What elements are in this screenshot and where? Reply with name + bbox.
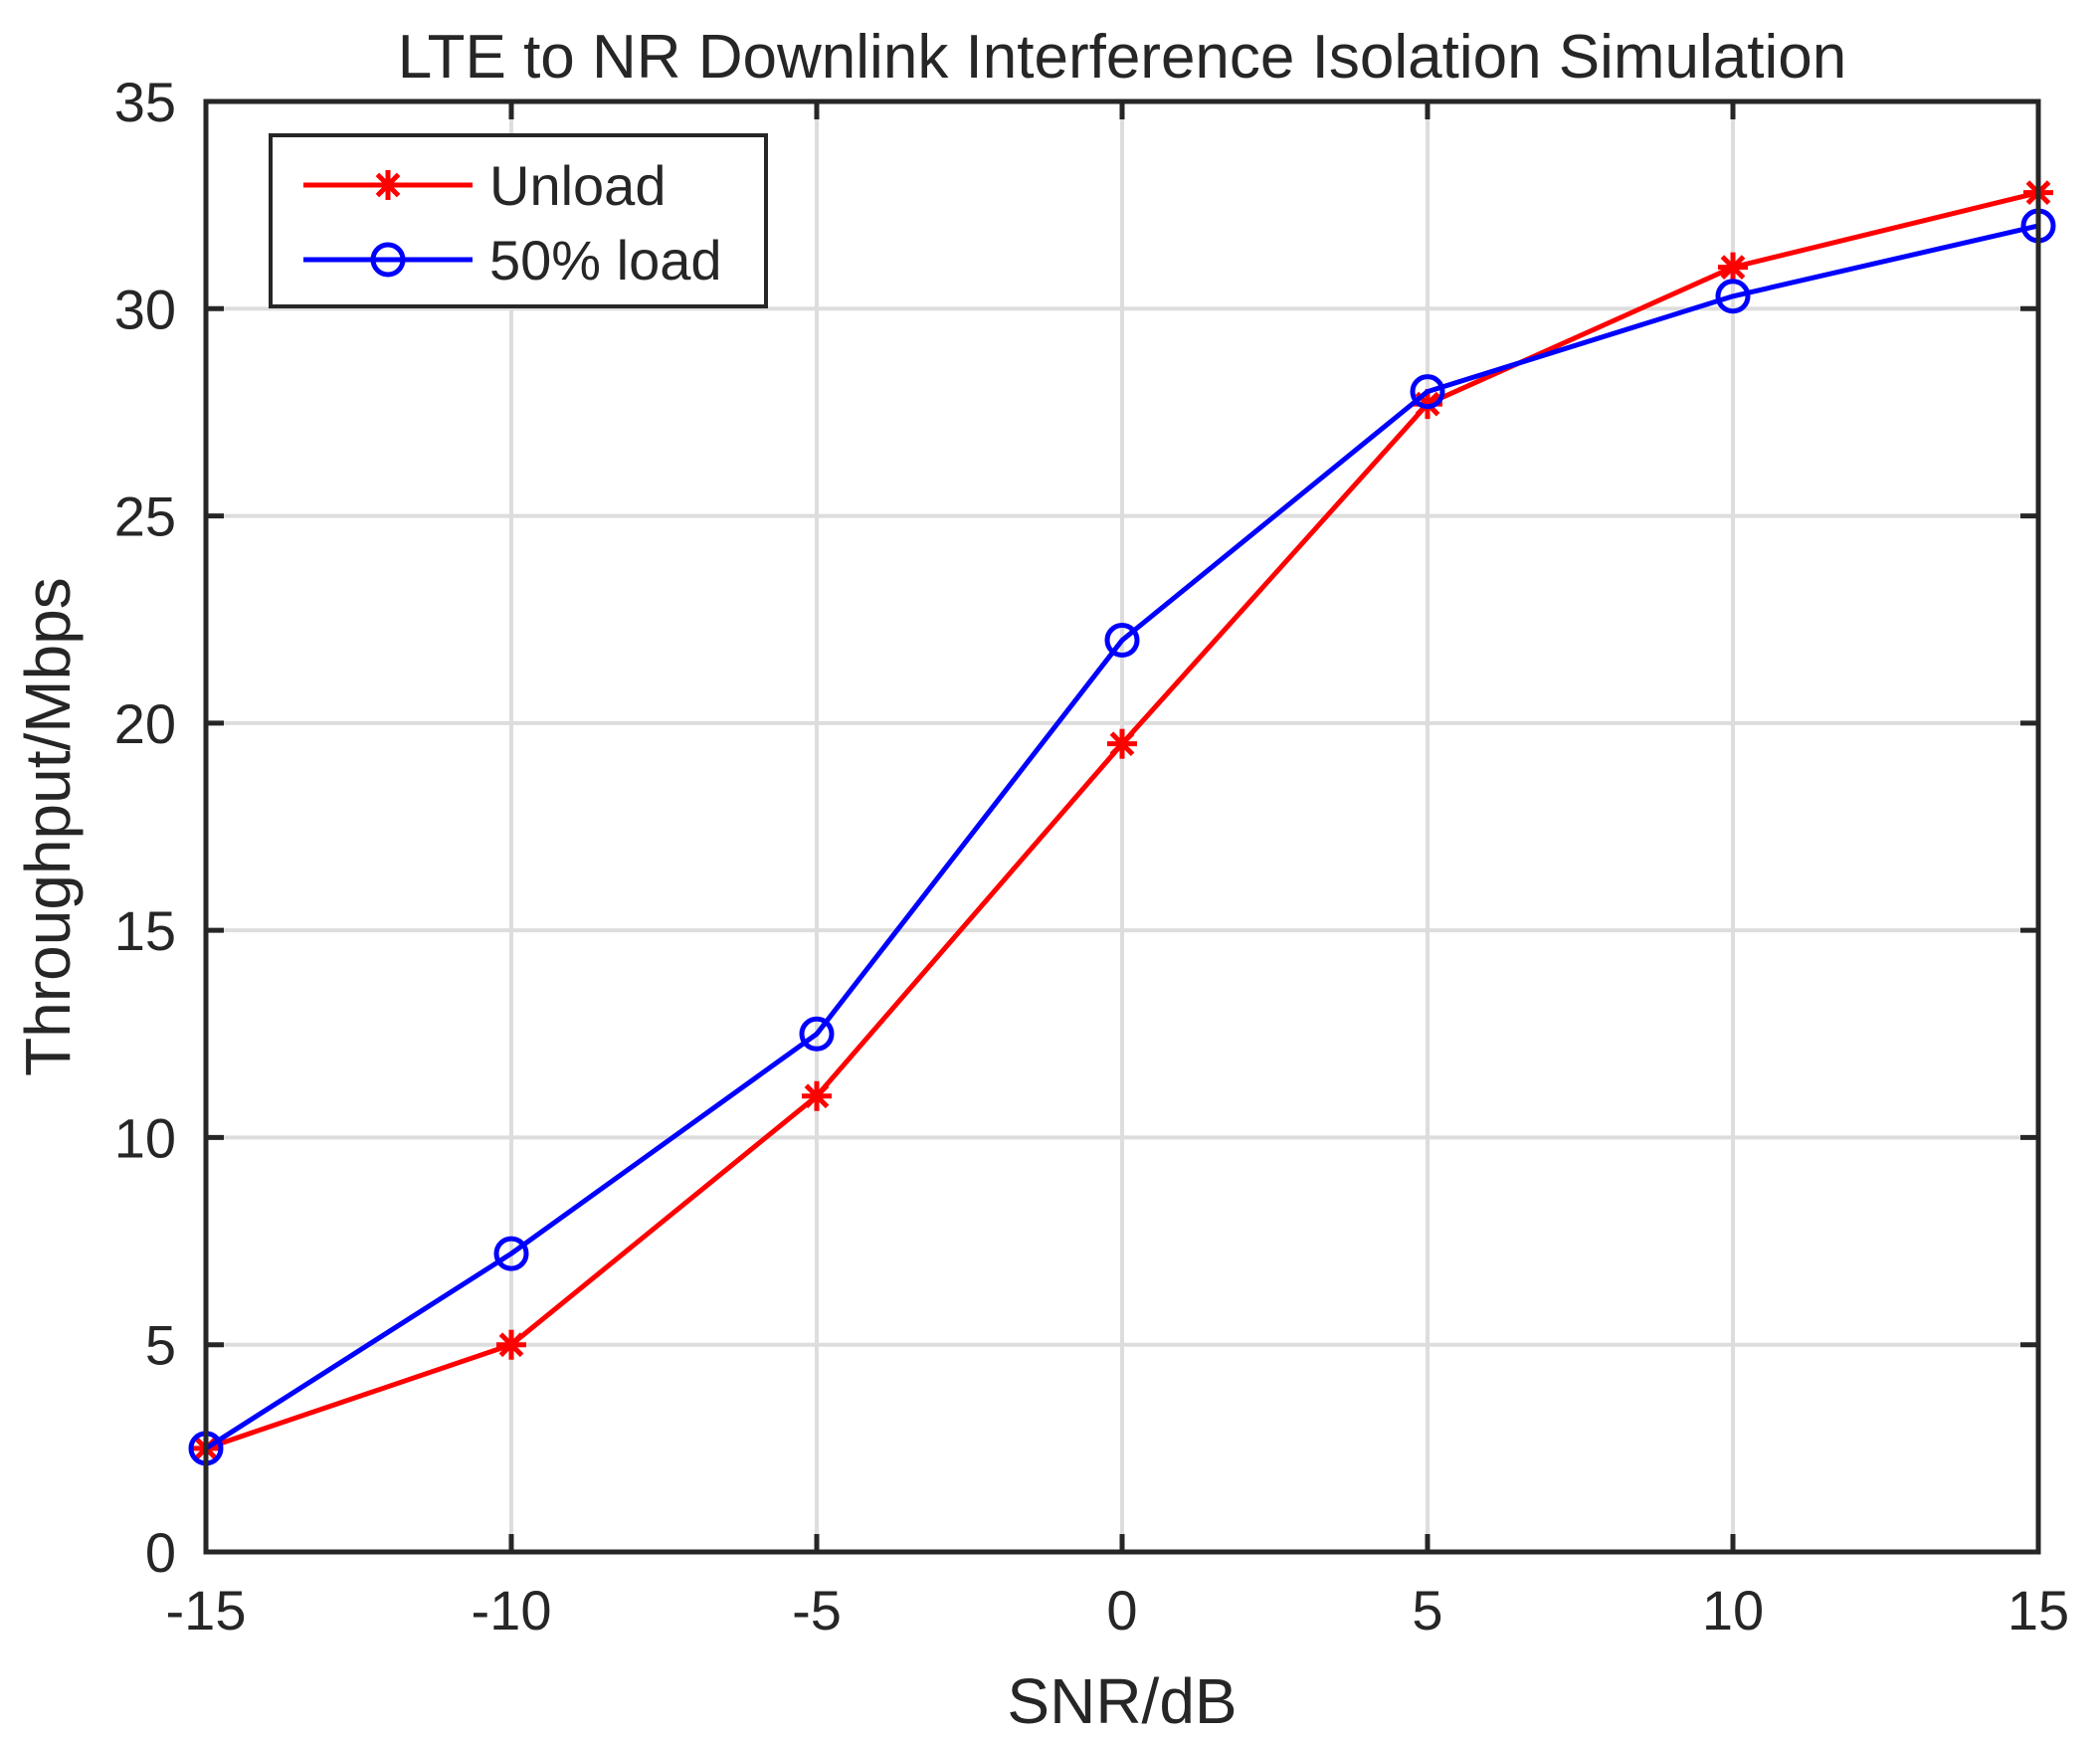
marker-stroke — [375, 172, 401, 198]
marker-stroke — [804, 1083, 830, 1109]
y-tick-label: 25 — [114, 485, 176, 548]
data-point-50-load — [799, 1016, 835, 1052]
data-point-50-load — [1410, 374, 1445, 410]
y-tick-label: 15 — [114, 899, 176, 962]
axes-box — [203, 98, 2041, 1555]
chart-title: LTE to NR Downlink Interference Isolatio… — [398, 23, 1847, 92]
legend: Unload 50% load — [269, 133, 768, 308]
data-point-unload — [1107, 728, 1137, 759]
series-line-50-load — [204, 223, 2039, 1450]
y-axis-label: Throughput/Mbps — [12, 577, 84, 1076]
data-point-50-load — [493, 1236, 529, 1271]
x-tick-label: -10 — [472, 1579, 552, 1641]
y-tick-label: 5 — [145, 1314, 176, 1377]
data-point-50-load — [1715, 279, 1751, 314]
legend-label-50-load: 50% load — [489, 229, 722, 291]
marker-stroke — [1720, 255, 1746, 280]
data-point-50-load — [1104, 623, 1140, 659]
data-point-unload — [496, 1329, 526, 1360]
x-tick-label: 10 — [1702, 1579, 1764, 1641]
marker-stroke — [498, 1332, 524, 1358]
data-point-unload — [802, 1080, 832, 1111]
legend-label-unload: Unload — [489, 154, 666, 217]
x-axis-label: SNR/dB — [1007, 1665, 1237, 1737]
x-tick-label: 15 — [2007, 1579, 2069, 1641]
marker-stroke — [1109, 731, 1135, 757]
x-tick-label: 0 — [1106, 1579, 1137, 1641]
y-tick-label: 30 — [114, 278, 176, 340]
legend-marker-unload — [373, 170, 403, 200]
data-point-unload — [1718, 252, 1748, 283]
marker-stroke — [1415, 391, 1440, 417]
y-tick-label: 20 — [114, 692, 176, 755]
y-tick-label: 35 — [114, 71, 176, 133]
x-tick-label: 5 — [1412, 1579, 1442, 1641]
x-tick-label: -5 — [792, 1579, 842, 1641]
series-layer — [188, 177, 2056, 1466]
x-tick-label: -15 — [166, 1579, 247, 1641]
y-tick-label: 10 — [114, 1106, 176, 1169]
y-tick-label: 0 — [145, 1521, 176, 1584]
legend-marker-50-load — [370, 242, 406, 278]
legend-box — [269, 133, 768, 308]
